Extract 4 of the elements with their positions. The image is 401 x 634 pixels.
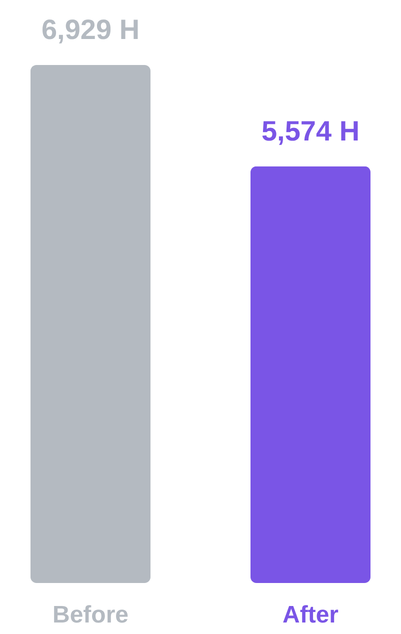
data-label: 6,929 H xyxy=(41,14,140,45)
x-tick-label: After xyxy=(282,602,339,628)
x-tick-label: Before xyxy=(52,602,129,628)
data-label: 5,574 H xyxy=(261,115,360,146)
